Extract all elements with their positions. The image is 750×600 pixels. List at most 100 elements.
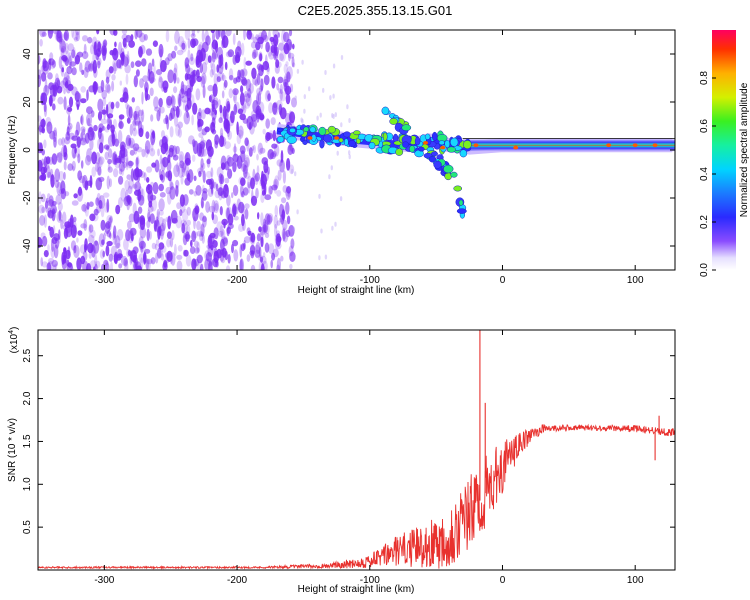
noise-blob: [139, 226, 147, 239]
noise-blob: [150, 257, 156, 265]
ridge-spot: [368, 141, 376, 150]
noise-blob: [97, 111, 103, 121]
noise-blob: [125, 196, 128, 205]
noise-blob: [80, 126, 86, 133]
x-tick-label: -300: [94, 575, 114, 586]
noise-blob: [190, 33, 196, 39]
noise-blob: [138, 116, 143, 124]
noise-blob: [45, 197, 49, 204]
noise-blob: [301, 59, 304, 65]
noise-blob: [334, 221, 337, 227]
noise-blob: [103, 259, 109, 266]
noise-blob: [71, 86, 78, 96]
noise-blob: [286, 215, 291, 225]
noise-blob: [133, 168, 140, 181]
noise-blob: [164, 57, 170, 66]
noise-blob: [256, 153, 259, 161]
noise-blob: [281, 30, 286, 44]
noise-blob: [199, 212, 205, 221]
noise-blob: [219, 127, 224, 138]
noise-blob: [106, 175, 111, 190]
noise-blob: [265, 224, 270, 235]
noise-blob: [204, 258, 209, 270]
noise-blob: [154, 159, 160, 173]
noise-blob: [96, 30, 100, 35]
noise-blob: [263, 219, 269, 234]
noise-blob: [73, 216, 77, 223]
noise-blob: [159, 222, 166, 232]
noise-blob: [339, 196, 343, 202]
noise-blob: [324, 70, 327, 75]
noise-blob: [81, 69, 85, 76]
noise-blob: [82, 132, 86, 143]
noise-blob: [282, 219, 288, 231]
noise-blob: [48, 156, 54, 165]
noise-blob: [316, 115, 319, 121]
noise-blob: [252, 120, 257, 128]
noise-blob: [126, 117, 131, 124]
noise-blob: [213, 200, 220, 214]
noise-blob: [261, 65, 264, 72]
noise-blob: [102, 192, 110, 198]
noise-blob: [91, 244, 96, 258]
noise-blob: [164, 252, 171, 259]
noise-blob: [155, 252, 159, 264]
noise-blob: [195, 58, 201, 68]
noise-blob: [118, 175, 124, 185]
noise-blob: [82, 260, 89, 270]
noise-blob: [63, 160, 67, 171]
noise-blob: [165, 186, 172, 195]
noise-blob: [233, 215, 239, 221]
noise-blob: [266, 65, 270, 75]
noise-blob: [179, 88, 185, 99]
noise-blob: [240, 243, 245, 252]
noise-blob: [137, 128, 143, 137]
noise-blob: [271, 252, 276, 261]
noise-blob: [94, 253, 98, 268]
noise-blob: [274, 47, 277, 59]
noise-blob: [233, 103, 238, 115]
noise-blob: [133, 75, 138, 88]
noise-blob: [196, 75, 202, 83]
noise-blob: [242, 103, 247, 114]
noise-blob: [147, 204, 154, 213]
noise-blob: [211, 117, 216, 128]
noise-blob: [318, 255, 321, 261]
noise-blob: [118, 161, 126, 172]
noise-blob: [197, 122, 203, 132]
noise-blob: [84, 132, 90, 144]
noise-blob: [146, 258, 151, 270]
noise-blob: [46, 262, 52, 270]
noise-blob: [262, 224, 267, 234]
noise-blob: [140, 245, 144, 254]
noise-blob: [288, 49, 291, 62]
noise-blob: [202, 162, 206, 170]
noise-blob: [211, 52, 218, 60]
colorbar-label: Normalized spectral amplitude: [739, 82, 750, 217]
noise-blob: [69, 61, 77, 67]
ridge-peak: [513, 145, 519, 150]
ridge-spot: [389, 117, 398, 125]
ridge-spot: [381, 106, 390, 115]
noise-blob: [82, 35, 88, 42]
noise-blob: [287, 52, 295, 59]
noise-blob: [138, 48, 143, 57]
noise-blob: [53, 244, 59, 259]
noise-blob: [223, 118, 229, 130]
noise-blob: [201, 72, 207, 85]
y-tick-label: 20: [22, 96, 33, 108]
noise-blob: [166, 238, 171, 248]
noise-blob: [125, 157, 129, 171]
noise-blob: [205, 252, 212, 262]
noise-blob: [213, 247, 218, 257]
noise-blob: [63, 31, 68, 41]
noise-blob: [188, 135, 195, 145]
noise-blob: [118, 197, 123, 209]
noise-blob: [102, 47, 107, 61]
noise-blob: [232, 146, 238, 153]
noise-blob: [276, 189, 282, 197]
noise-blob: [117, 155, 122, 163]
noise-blob: [128, 106, 133, 119]
noise-blob: [49, 52, 54, 61]
noise-blob: [111, 74, 116, 81]
